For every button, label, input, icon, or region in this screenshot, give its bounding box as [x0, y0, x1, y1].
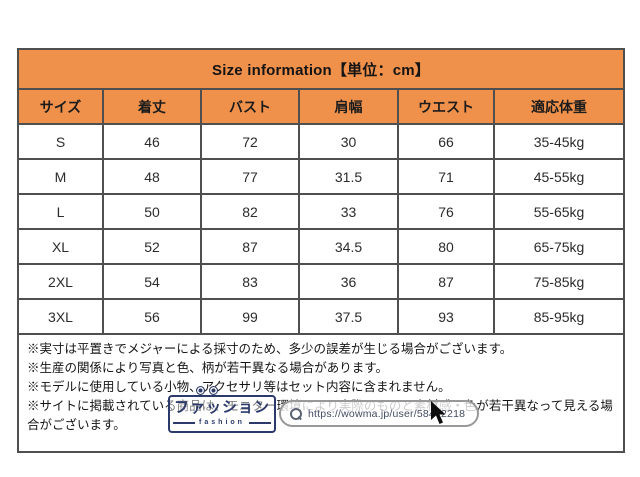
col-header-weight: 適応体重 — [492, 88, 626, 125]
cell-weight: 35-45kg — [492, 123, 626, 160]
cell-waist: 66 — [397, 123, 495, 160]
shop-logo-text: ファッション — [173, 399, 270, 416]
cell-waist: 93 — [397, 298, 495, 335]
table-notes-row: ※実寸は平置きでメジャーによる採寸のため、多少の誤差が生じる場合がございます。 … — [16, 333, 626, 453]
cell-weight: 75-85kg — [492, 263, 626, 300]
cell-bust: 72 — [200, 123, 300, 160]
shop-logo: ファッション fashion — [168, 395, 276, 433]
shop-logo-subtext: fashion — [199, 419, 245, 426]
cell-shoulder: 30 — [298, 123, 399, 160]
cell-shoulder: 34.5 — [298, 228, 399, 265]
size-table: Size information【単位：cm】 サイズ 着丈 バスト 肩幅 ウエ… — [16, 48, 626, 453]
col-header-shoulder: 肩幅 — [298, 88, 399, 125]
cell-length: 50 — [102, 193, 202, 230]
cell-weight: 55-65kg — [492, 193, 626, 230]
cell-length: 54 — [102, 263, 202, 300]
cell-size: S — [17, 123, 104, 160]
cell-shoulder: 37.5 — [298, 298, 399, 335]
shop-logo-subtext-wrap: fashion — [170, 418, 274, 427]
cell-weight: 85-95kg — [492, 298, 626, 335]
cell-waist: 76 — [397, 193, 495, 230]
logo-dots-decoration — [196, 386, 218, 395]
note-production: ※生産の関係により写真と色、柄が若干異なる場合があります。 — [27, 361, 389, 375]
cell-length: 56 — [102, 298, 202, 335]
cell-bust: 99 — [200, 298, 300, 335]
cell-weight: 45-55kg — [492, 158, 626, 195]
col-header-length: 着丈 — [102, 88, 202, 125]
cell-shoulder: 33 — [298, 193, 399, 230]
cell-waist: 71 — [397, 158, 495, 195]
shop-url: https://wowma.jp/user/58472218 — [308, 407, 466, 420]
cell-length: 48 — [102, 158, 202, 195]
table-row-2xl: 2XL 54 83 36 87 75-85kg — [17, 263, 626, 300]
cell-size: XL — [17, 228, 104, 265]
table-row-l: L 50 82 33 76 55-65kg — [17, 193, 626, 230]
cell-shoulder: 31.5 — [298, 158, 399, 195]
table-header-row: サイズ 着丈 バスト 肩幅 ウエスト 適応体重 — [17, 88, 626, 125]
cell-size: M — [17, 158, 104, 195]
cell-length: 52 — [102, 228, 202, 265]
cell-bust: 77 — [200, 158, 300, 195]
col-header-waist: ウエスト — [397, 88, 495, 125]
table-title-row: Size information【単位：cm】 — [16, 48, 626, 90]
table-row-3xl: 3XL 56 99 37.5 93 85-95kg — [17, 298, 626, 335]
cell-size: L — [17, 193, 104, 230]
cell-waist: 87 — [397, 263, 495, 300]
note-accessories: ※モデルに使用している小物、アクセサリ等はセット内容に含まれません。 — [27, 380, 451, 394]
table-row-s: S 46 72 30 66 35-45kg — [17, 123, 626, 160]
shop-url-badge: https://wowma.jp/user/58472218 — [279, 400, 480, 427]
col-header-bust: バスト — [200, 88, 300, 125]
cell-size: 2XL — [17, 263, 104, 300]
table-row-xl: XL 52 87 34.5 80 65-75kg — [17, 228, 626, 265]
col-header-size: サイズ — [17, 88, 104, 125]
size-table-container: Size information【単位：cm】 サイズ 着丈 バスト 肩幅 ウエ… — [16, 48, 626, 453]
cell-length: 46 — [102, 123, 202, 160]
note-measurement: ※実寸は平置きでメジャーによる採寸のため、多少の誤差が生じる場合がございます。 — [27, 342, 513, 356]
notes-cell: ※実寸は平置きでメジャーによる採寸のため、多少の誤差が生じる場合がございます。 … — [16, 333, 626, 453]
cell-shoulder: 36 — [298, 263, 399, 300]
cell-waist: 80 — [397, 228, 495, 265]
cell-bust: 82 — [200, 193, 300, 230]
table-row-m: M 48 77 31.5 71 45-55kg — [17, 158, 626, 195]
cell-bust: 83 — [200, 263, 300, 300]
search-icon — [290, 407, 302, 420]
cell-bust: 87 — [200, 228, 300, 265]
mouse-cursor-icon — [431, 401, 446, 424]
table-title: Size information【単位：cm】 — [16, 48, 626, 90]
cell-weight: 65-75kg — [492, 228, 626, 265]
cell-size: 3XL — [17, 298, 104, 335]
